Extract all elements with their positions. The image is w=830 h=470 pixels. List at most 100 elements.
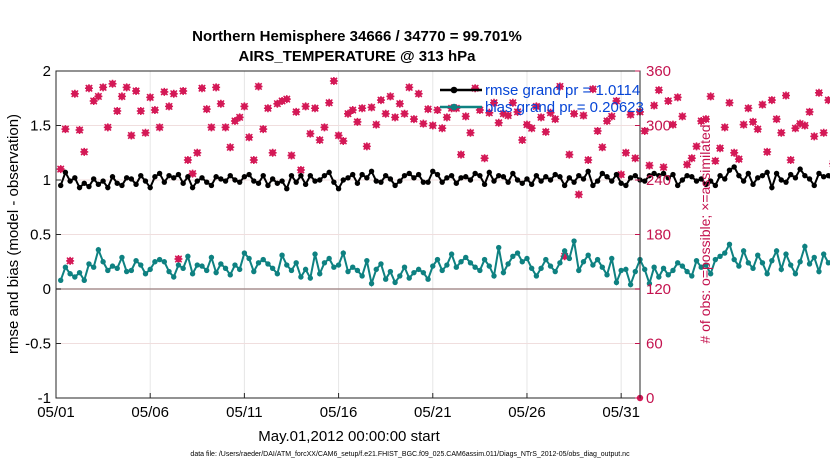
obs-count-point	[315, 136, 324, 145]
bias-point	[152, 259, 158, 265]
obs-count-point	[141, 128, 150, 137]
obs-assimilated-marker	[334, 131, 343, 140]
bias-point	[62, 264, 69, 270]
bias-point	[580, 259, 587, 265]
obs-assimilated-marker	[796, 119, 805, 128]
rmse-point	[448, 172, 455, 179]
obs-assimilated-marker	[221, 123, 230, 132]
obs-count-point	[782, 91, 790, 100]
bias-point	[378, 261, 384, 267]
obs-count-point	[767, 96, 776, 105]
obs-assimilated-marker	[532, 102, 541, 111]
legend-rmse-marker	[450, 86, 458, 94]
obs-count-point	[301, 102, 310, 111]
x-axis: 05/01 05/06 05/11 05/16 05/21 05/26 05/31	[37, 393, 640, 421]
rmse-point	[750, 181, 756, 188]
rmse-point	[175, 171, 182, 178]
obs-assimilated-marker	[683, 160, 692, 169]
bias-point	[599, 264, 606, 270]
bias-point	[717, 253, 723, 259]
obs-count-point	[442, 113, 451, 122]
obs-count-point	[339, 136, 348, 145]
obs-assimilated-marker	[245, 133, 254, 142]
rmse-point	[439, 179, 445, 185]
bias-point	[745, 260, 752, 266]
obs-count-point	[650, 101, 659, 110]
obs-assimilated-marker	[296, 166, 305, 175]
obs-count-point	[805, 107, 814, 116]
rmse-point	[420, 179, 427, 185]
rmse-point	[524, 176, 530, 182]
rmse-point	[651, 170, 657, 177]
bias-point	[604, 272, 610, 278]
obs-count-point	[311, 104, 320, 113]
obs-assimilated-marker	[202, 105, 211, 114]
bias-point	[411, 269, 417, 276]
obs-count-point	[522, 120, 531, 129]
obs-count-point	[565, 150, 574, 159]
rmse-point	[72, 175, 78, 181]
obs-count-point	[70, 89, 79, 98]
obs-count-point	[334, 131, 343, 140]
rmse-point	[472, 170, 478, 177]
rmse-point	[538, 178, 544, 184]
obs-assimilated-marker	[405, 83, 414, 92]
bias-point	[722, 250, 728, 256]
obs-count-point	[678, 112, 687, 121]
obs-count-point	[353, 117, 362, 126]
obs-assimilated-marker	[179, 86, 188, 95]
bias-point	[246, 255, 252, 262]
obs-count-point	[640, 126, 649, 135]
obs-assimilated-marker	[551, 115, 560, 124]
rmse-point	[218, 176, 224, 182]
obs-count-point	[772, 115, 781, 124]
obs-count-point	[631, 154, 640, 163]
bias-point	[406, 275, 412, 281]
bias-point	[731, 256, 737, 263]
rmse-point	[802, 172, 808, 179]
rmse-point	[543, 174, 549, 180]
x-tick-label: 05/11	[226, 404, 262, 421]
rmse-point	[481, 181, 488, 188]
rmse-point	[623, 182, 629, 189]
obs-assimilated-marker	[800, 121, 809, 130]
obs-assimilated-marker	[160, 87, 169, 96]
obs-assimilated-marker	[810, 132, 819, 141]
obs-count-point	[367, 103, 376, 112]
rmse-point	[397, 178, 403, 184]
obs-assimilated-marker	[344, 109, 352, 118]
obs-count-point	[122, 83, 131, 92]
rmse-point	[185, 174, 191, 180]
rmse-point	[453, 180, 460, 186]
rmse-point	[745, 170, 752, 177]
rmse-point	[580, 176, 587, 182]
obs-count-point	[376, 96, 385, 105]
bias-point	[415, 266, 422, 273]
obs-count-point	[777, 128, 786, 137]
obs-count-point	[193, 148, 202, 157]
rmse-point	[642, 178, 648, 184]
y2-tick-label: 300	[646, 118, 671, 135]
rmse-point	[302, 181, 309, 188]
obs-assimilated-marker	[174, 255, 183, 264]
rmse-point	[726, 167, 733, 173]
rmse-point	[331, 179, 337, 185]
bias-point	[434, 256, 441, 263]
bias-point	[543, 256, 549, 263]
bias-point	[189, 271, 196, 277]
bias-point	[585, 252, 591, 258]
bias-point	[109, 263, 116, 269]
obs-assimilated-marker	[711, 156, 720, 165]
rmse-point	[811, 182, 817, 189]
obs-assimilated-marker	[391, 113, 400, 122]
bias-point	[128, 267, 135, 274]
obs-assimilated-marker	[376, 96, 385, 105]
rmse-point	[594, 178, 601, 184]
rmse-point	[585, 168, 591, 174]
obs-assimilated-marker	[471, 84, 480, 93]
obs-count-point	[508, 98, 517, 107]
obs-assimilated-marker	[183, 156, 192, 165]
obs-count-point	[409, 115, 418, 124]
rmse-point	[364, 175, 370, 181]
y2-tick-label: 60	[646, 336, 663, 353]
